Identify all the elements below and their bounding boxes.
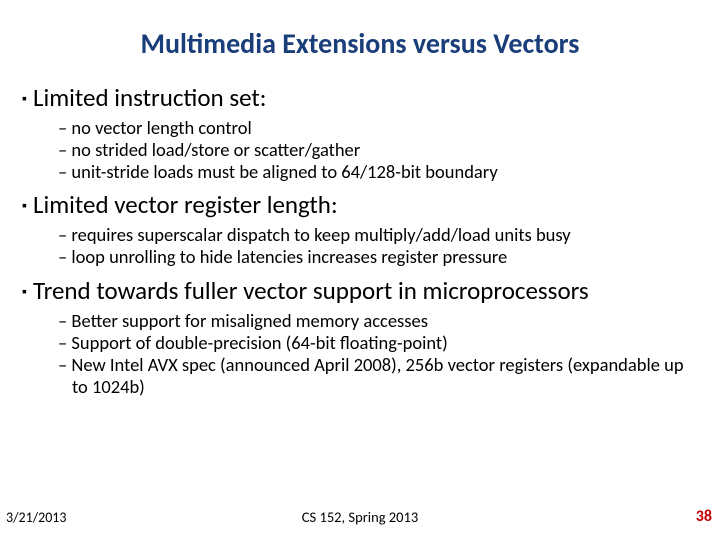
bullet-item: no strided load/store or scatter/gather (58, 139, 698, 161)
footer-page-number: 38 (696, 507, 712, 526)
bullet-item: no vector length control (58, 117, 698, 139)
footer-course: CS 152, Spring 2013 (0, 508, 720, 526)
section-3: Trend towards fuller vector support in m… (22, 276, 698, 397)
section-heading: Limited vector register length: (22, 190, 698, 220)
footer: 3/21/2013 CS 152, Spring 2013 38 (0, 504, 720, 526)
section-heading: Limited instruction set: (22, 83, 698, 113)
bullet-item: Support of double-precision (64-bit floa… (58, 332, 698, 354)
section-heading: Trend towards fuller vector support in m… (22, 276, 698, 306)
section-1: Limited instruction set: no vector lengt… (22, 83, 698, 182)
bullet-item: New Intel AVX spec (announced April 2008… (58, 354, 698, 398)
bullet-item: requires superscalar dispatch to keep mu… (58, 224, 698, 246)
bullet-item: loop unrolling to hide latencies increas… (58, 246, 698, 268)
slide: Multimedia Extensions versus Vectors Lim… (0, 0, 720, 540)
section-2: Limited vector register length: requires… (22, 190, 698, 268)
bullet-item: unit-stride loads must be aligned to 64/… (58, 161, 698, 183)
bullet-item: Better support for misaligned memory acc… (58, 310, 698, 332)
slide-title: Multimedia Extensions versus Vectors (22, 26, 698, 61)
